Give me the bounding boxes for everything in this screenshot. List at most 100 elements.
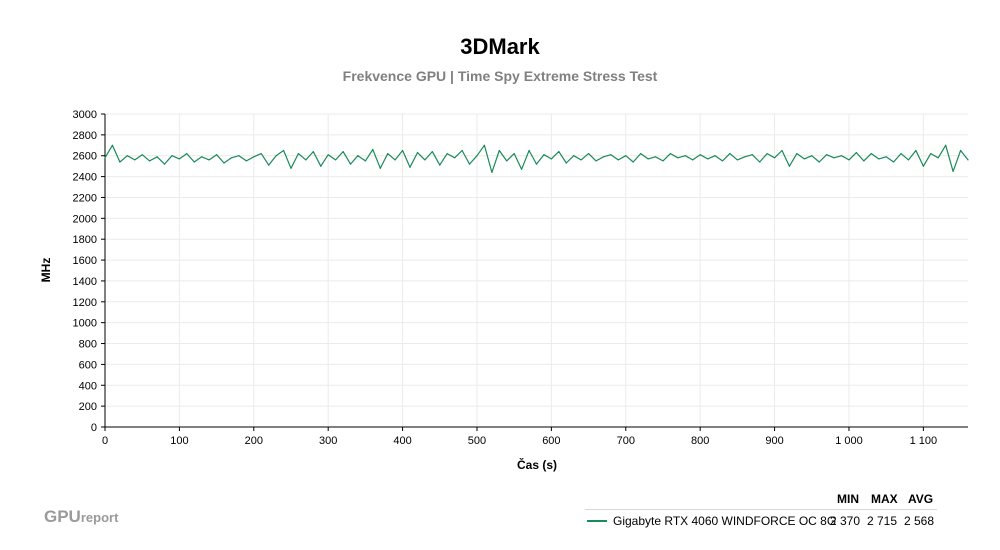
data-point bbox=[506, 160, 508, 162]
data-point bbox=[253, 156, 255, 158]
data-point bbox=[424, 159, 426, 161]
data-point bbox=[967, 159, 969, 161]
legend-col-min: MIN bbox=[837, 492, 859, 506]
legend-col-max: MAX bbox=[871, 492, 898, 506]
data-point bbox=[223, 162, 225, 164]
data-point bbox=[238, 155, 240, 157]
data-point bbox=[104, 157, 106, 159]
data-point bbox=[654, 156, 657, 158]
data-point bbox=[907, 159, 910, 161]
data-point bbox=[945, 144, 947, 146]
data-point bbox=[543, 154, 545, 156]
legend-divider bbox=[585, 509, 937, 510]
data-point bbox=[186, 153, 188, 155]
data-point bbox=[900, 153, 902, 155]
legend-swatch bbox=[587, 520, 607, 522]
data-point bbox=[893, 161, 895, 163]
data-point bbox=[781, 149, 783, 152]
x-tick-label: 100 bbox=[170, 435, 188, 447]
data-point bbox=[364, 160, 366, 162]
data-point bbox=[409, 166, 411, 168]
data-point bbox=[178, 158, 180, 160]
data-point bbox=[565, 162, 567, 164]
data-point bbox=[766, 153, 768, 155]
data-point bbox=[275, 155, 277, 157]
data-point bbox=[915, 149, 917, 152]
legend-avg-value: 2 568 bbox=[904, 514, 935, 528]
data-point bbox=[550, 158, 553, 160]
data-point bbox=[201, 156, 203, 158]
data-point bbox=[855, 152, 858, 154]
data-point bbox=[744, 156, 746, 158]
data-point bbox=[610, 154, 612, 156]
data-point bbox=[372, 148, 374, 151]
y-tick-label: 3000 bbox=[73, 109, 97, 121]
axes bbox=[104, 114, 968, 428]
y-tick-label: 1800 bbox=[73, 234, 97, 246]
data-point bbox=[774, 157, 776, 159]
x-axis-label: Čas (s) bbox=[517, 457, 557, 472]
y-tick-label: 2600 bbox=[73, 151, 97, 163]
x-tick-label: 800 bbox=[691, 435, 709, 447]
data-point bbox=[379, 167, 381, 169]
x-tick-label: 200 bbox=[245, 435, 263, 447]
legend-header: MIN MAX AVG bbox=[585, 490, 940, 508]
x-tick-label: 500 bbox=[468, 435, 486, 447]
y-tick-label: 2400 bbox=[73, 172, 97, 184]
data-point bbox=[111, 144, 113, 146]
data-point bbox=[297, 153, 299, 155]
data-point bbox=[416, 152, 419, 154]
data-point bbox=[870, 153, 872, 155]
chart-subtitle: Frekvence GPU | Time Spy Extreme Stress … bbox=[342, 68, 658, 84]
data-point bbox=[759, 161, 761, 163]
data-point bbox=[751, 154, 753, 156]
data-point bbox=[491, 171, 493, 173]
logo-sub: report bbox=[80, 510, 119, 525]
data-point bbox=[588, 153, 590, 155]
data-point bbox=[840, 155, 843, 157]
data-point bbox=[126, 155, 128, 157]
y-tick-label: 1600 bbox=[73, 255, 97, 267]
data-point bbox=[677, 157, 679, 159]
legend-max-value: 2 715 bbox=[867, 514, 898, 528]
chart-title: 3DMark bbox=[460, 34, 540, 59]
legend-table: MIN MAX AVG Gigabyte RTX 4060 WINDFORCE … bbox=[585, 490, 940, 528]
data-point bbox=[535, 163, 538, 165]
data-point bbox=[149, 160, 151, 162]
y-axis-label: MHz bbox=[39, 258, 53, 283]
x-tick-label: 1 000 bbox=[835, 435, 863, 447]
data-point bbox=[283, 149, 285, 152]
data-point bbox=[521, 168, 523, 170]
data-point bbox=[134, 159, 136, 161]
y-tick-label: 2800 bbox=[73, 130, 97, 142]
data-point bbox=[930, 153, 932, 155]
x-tick-label: 0 bbox=[102, 435, 108, 447]
y-tick-label: 1400 bbox=[73, 276, 97, 288]
data-point bbox=[818, 161, 820, 163]
data-point bbox=[707, 158, 709, 160]
data-point bbox=[602, 156, 605, 158]
data-point bbox=[387, 153, 389, 155]
data-point bbox=[446, 153, 448, 155]
data-point bbox=[394, 159, 396, 161]
data-point bbox=[960, 149, 962, 152]
data-point bbox=[848, 159, 850, 161]
data-point bbox=[439, 164, 441, 166]
data-point bbox=[617, 159, 619, 161]
data-point bbox=[721, 160, 724, 162]
data-point bbox=[937, 157, 939, 159]
data-point bbox=[669, 153, 672, 155]
data-point bbox=[878, 158, 880, 160]
data-point bbox=[513, 153, 515, 155]
data-point bbox=[625, 155, 627, 157]
data-point bbox=[335, 159, 337, 161]
data-point bbox=[171, 155, 173, 157]
data-point bbox=[684, 155, 686, 157]
gpureport-logo: GPUreport bbox=[44, 507, 118, 527]
legend-series-name: Gigabyte RTX 4060 WINDFORCE OC 8G bbox=[613, 514, 837, 528]
data-point bbox=[163, 163, 166, 165]
x-tick-label: 900 bbox=[765, 435, 783, 447]
y-tick-label: 800 bbox=[79, 339, 97, 351]
data-point bbox=[320, 165, 322, 167]
